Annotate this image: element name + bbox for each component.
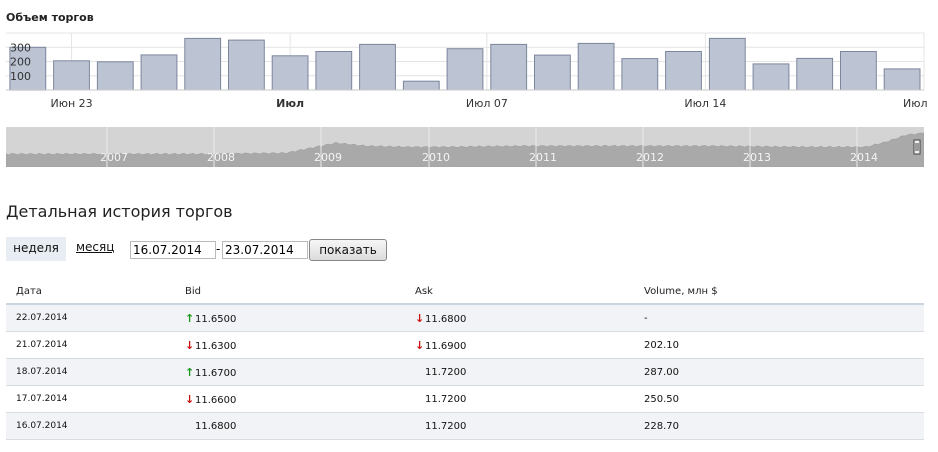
arrow-down-icon: ↓ bbox=[185, 392, 195, 406]
x-tick-label: Июл 07 bbox=[466, 97, 508, 110]
table-row: 22.07.2014 ↑11.6500 ↓11.6800- bbox=[6, 304, 924, 332]
cell-bid: ↓11.6600 bbox=[175, 385, 405, 413]
navigator-year-label: 2014 bbox=[850, 151, 878, 164]
volume-bar[interactable] bbox=[796, 57, 834, 91]
volume-bar[interactable] bbox=[883, 68, 921, 91]
cell-volume: - bbox=[634, 304, 924, 332]
arrow-up-icon: ↑ bbox=[185, 365, 195, 379]
table-row: 21.07.2014 ↓11.6300 ↓11.6900 202.10 bbox=[6, 331, 924, 359]
arrow-down-icon: ↓ bbox=[185, 338, 195, 352]
navigator-year-label: 2010 bbox=[422, 151, 450, 164]
cell-bid-value: 11.6600 bbox=[195, 394, 237, 406]
cell-ask: 11.7200 bbox=[405, 385, 634, 413]
cell-bid: ↓11.6300 bbox=[175, 331, 405, 359]
cell-date: 22.07.2014 bbox=[6, 304, 175, 332]
cell-ask-value: 11.6900 bbox=[425, 340, 467, 352]
x-tick-label: Июл 14 bbox=[684, 97, 726, 110]
column-header-volume: Volume, млн $ bbox=[634, 279, 924, 305]
navigator-year-label: 2009 bbox=[314, 151, 342, 164]
cell-volume: 287.00 bbox=[634, 358, 924, 386]
cell-ask-value: 11.7200 bbox=[425, 420, 467, 432]
x-tick-label: Июл bbox=[276, 97, 304, 110]
table-row: 18.07.2014 ↑11.6700 11.7200 287.00 bbox=[6, 358, 924, 386]
cell-date: 18.07.2014 bbox=[6, 358, 175, 386]
volume-chart-title: Объем торгов bbox=[6, 11, 94, 24]
volume-bar[interactable] bbox=[140, 54, 178, 91]
x-tick-label: Июл 21 bbox=[903, 97, 930, 110]
volume-bar[interactable] bbox=[840, 51, 877, 91]
table-header-row: Дата Bid Ask Volume, млн $ bbox=[6, 279, 924, 305]
y-tick-label: 200 bbox=[10, 56, 31, 69]
volume-bar[interactable] bbox=[315, 51, 353, 91]
volume-bar[interactable] bbox=[184, 37, 222, 91]
navigator-year-label: 2007 bbox=[100, 151, 128, 164]
navigator-year-label: 2012 bbox=[636, 151, 664, 164]
arrow-down-icon: ↓ bbox=[415, 338, 425, 352]
column-header-date: Дата bbox=[6, 279, 175, 305]
cell-ask: ↓11.6900 bbox=[405, 331, 634, 359]
table-row: 16.07.2014 11.6800 11.7200 228.70 bbox=[6, 412, 924, 440]
volume-bar[interactable] bbox=[490, 43, 528, 91]
volume-bar[interactable] bbox=[359, 43, 396, 91]
volume-bar[interactable] bbox=[271, 55, 309, 91]
volume-bar[interactable] bbox=[446, 48, 484, 91]
range-navigator[interactable]: 2007 2008 2009 2010 2011 2012 2013 2014 bbox=[6, 127, 924, 167]
navigator-year-label: 2013 bbox=[743, 151, 771, 164]
cell-bid-value: 11.6800 bbox=[195, 420, 237, 432]
cell-ask: 11.7200 bbox=[405, 412, 634, 440]
column-header-bid: Bid bbox=[175, 279, 405, 305]
volume-bar[interactable] bbox=[53, 60, 90, 91]
navigator-year-label: 2008 bbox=[207, 151, 235, 164]
volume-bar[interactable] bbox=[96, 61, 134, 91]
volume-bar[interactable] bbox=[402, 80, 440, 91]
navigator-series-area bbox=[6, 132, 924, 167]
cell-bid: 11.6800 bbox=[175, 412, 405, 440]
cell-volume: 250.50 bbox=[634, 385, 924, 413]
volume-bar[interactable] bbox=[577, 42, 615, 91]
cell-ask-value: 11.6800 bbox=[425, 313, 467, 325]
date-from-input[interactable] bbox=[130, 241, 216, 259]
arrow-down-icon: ↓ bbox=[415, 311, 425, 325]
cell-date: 16.07.2014 bbox=[6, 412, 175, 440]
volume-bar[interactable] bbox=[9, 46, 47, 91]
cell-bid-value: 11.6300 bbox=[195, 340, 237, 352]
volume-bar[interactable] bbox=[534, 54, 571, 91]
trade-history-table: Дата Bid Ask Volume, млн $ 22.07.2014 ↑11… bbox=[6, 279, 924, 440]
cell-ask-value: 11.7200 bbox=[425, 366, 467, 378]
tab-month[interactable]: месяц bbox=[76, 240, 115, 254]
history-section-title: Детальная история торгов bbox=[6, 202, 233, 221]
navigator-handle[interactable] bbox=[913, 139, 921, 155]
volume-bar[interactable] bbox=[621, 58, 659, 91]
volume-bar[interactable] bbox=[665, 51, 702, 91]
volume-bar[interactable] bbox=[752, 63, 790, 91]
cell-bid: ↑11.6500 bbox=[175, 304, 405, 332]
volume-bar[interactable] bbox=[708, 37, 746, 91]
column-header-ask: Ask bbox=[405, 279, 634, 305]
arrow-up-icon: ↑ bbox=[185, 311, 195, 325]
cell-bid: ↑11.6700 bbox=[175, 358, 405, 386]
volume-bar[interactable] bbox=[228, 39, 265, 91]
tab-week[interactable]: неделя bbox=[6, 237, 66, 261]
show-button[interactable]: показать bbox=[309, 239, 387, 261]
table-row: 17.07.2014 ↓11.6600 11.7200 250.50 bbox=[6, 385, 924, 413]
y-tick-label: 100 bbox=[10, 70, 31, 83]
cell-ask: 11.7200 bbox=[405, 358, 634, 386]
cell-date: 21.07.2014 bbox=[6, 331, 175, 359]
cell-volume: 228.70 bbox=[634, 412, 924, 440]
y-tick-label: 300 bbox=[10, 41, 31, 54]
table-body: 22.07.2014 ↑11.6500 ↓11.6800-21.07.2014 ↓11… bbox=[6, 304, 924, 440]
date-range-dash: - bbox=[216, 242, 221, 256]
cell-bid-value: 11.6500 bbox=[195, 313, 237, 325]
cell-ask-value: 11.7200 bbox=[425, 393, 467, 405]
date-to-input[interactable] bbox=[222, 241, 308, 259]
cell-date: 17.07.2014 bbox=[6, 385, 175, 413]
navigator-year-label: 2011 bbox=[529, 151, 557, 164]
cell-ask: ↓11.6800 bbox=[405, 304, 634, 332]
cell-bid-value: 11.6700 bbox=[195, 367, 237, 379]
cell-volume: 202.10 bbox=[634, 331, 924, 359]
x-tick-label: Июн 23 bbox=[50, 97, 92, 110]
